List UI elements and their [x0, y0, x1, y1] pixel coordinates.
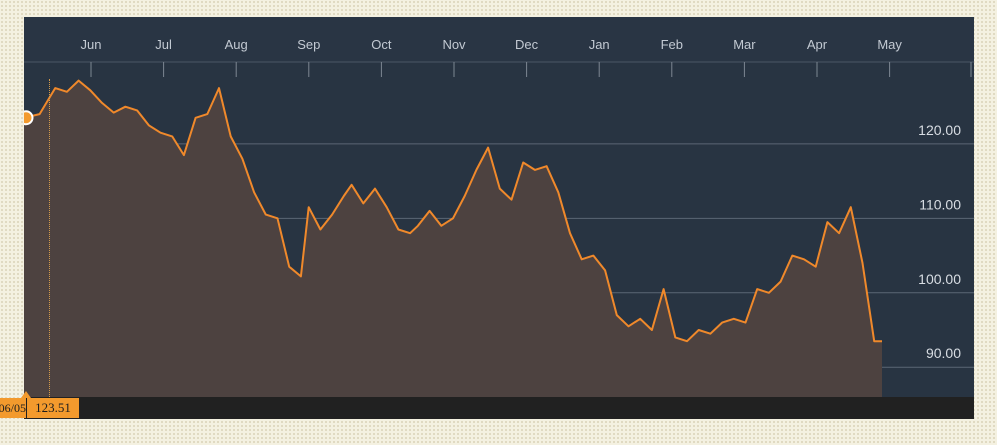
timeline-strip [24, 17, 974, 62]
x-tick-label: Feb [661, 37, 683, 52]
navigator-strip[interactable] [24, 397, 974, 419]
crosshair-value-badge: 123.51 [27, 398, 79, 418]
x-tick-label: Dec [515, 37, 539, 52]
y-tick-label: 100.00 [918, 271, 961, 287]
crosshair-line [49, 79, 50, 409]
x-tick-label: Aug [225, 37, 248, 52]
x-tick-label: Jan [589, 37, 610, 52]
x-tick-label: Apr [807, 37, 828, 52]
x-tick-label: Sep [297, 37, 320, 52]
chart-panel: 90.00 100.00 110.00 120.00 Jun Jul Aug Sep Oct No… [24, 17, 974, 419]
price-line-chart[interactable]: 90.00 100.00 110.00 120.00 Jun Jul Aug Sep Oct No… [24, 17, 974, 419]
x-tick-label: Jun [81, 37, 102, 52]
price-area [24, 80, 882, 397]
y-tick-label: 120.00 [918, 122, 961, 138]
crosshair-date-badge: 06/05 [0, 398, 26, 418]
x-tick-label: May [877, 37, 902, 52]
y-tick-label: 90.00 [926, 345, 961, 361]
y-tick-label: 110.00 [919, 196, 961, 212]
crosshair-marker[interactable] [24, 110, 34, 126]
x-tick-label: Oct [371, 37, 392, 52]
x-tick-label: Nov [442, 37, 466, 52]
crosshair-pointer [21, 391, 31, 398]
x-tick-label: Jul [155, 37, 172, 52]
x-tick-label: Mar [733, 37, 756, 52]
price-line [24, 79, 882, 343]
